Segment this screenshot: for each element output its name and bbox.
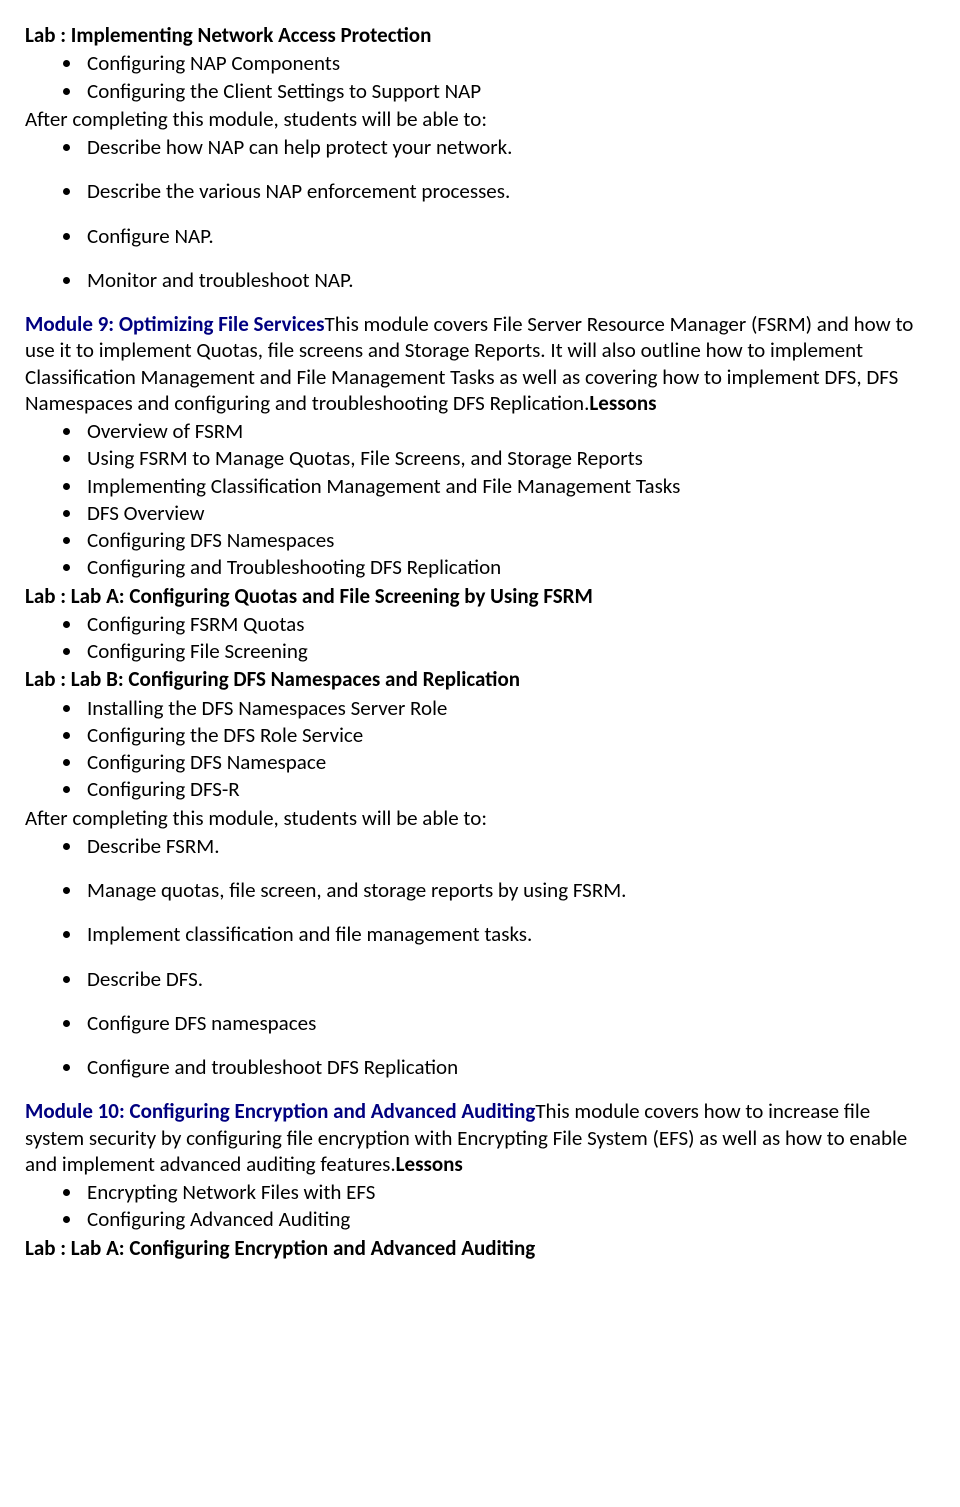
module9-labB-title: Lab : Lab B: Configuring DFS Namespaces …: [25, 666, 930, 692]
list-item: Configuring the DFS Role Service: [83, 722, 930, 748]
list-item: Describe how NAP can help protect your n…: [83, 134, 930, 160]
module9-lessons-list: Overview of FSRM Using FSRM to Manage Qu…: [25, 418, 930, 581]
list-item: Configure NAP.: [83, 223, 930, 249]
lessons-label: Lessons: [396, 1151, 463, 1177]
module9-after-text: After completing this module, students w…: [25, 805, 930, 831]
module10-lessons-list: Encrypting Network Files with EFS Config…: [25, 1179, 930, 1233]
lab-items-list: Configuring NAP Components Configuring t…: [25, 50, 930, 104]
list-item: DFS Overview: [83, 500, 930, 526]
list-item: Configuring File Screening: [83, 638, 930, 664]
list-item: Using FSRM to Manage Quotas, File Screen…: [83, 445, 930, 471]
list-item: Configure and troubleshoot DFS Replicati…: [83, 1054, 930, 1080]
list-item: Overview of FSRM: [83, 418, 930, 444]
list-item: Configuring DFS-R: [83, 776, 930, 802]
list-item: Encrypting Network Files with EFS: [83, 1179, 930, 1205]
list-item: Implementing Classification Management a…: [83, 473, 930, 499]
outcomes-list: Describe how NAP can help protect your n…: [25, 134, 930, 293]
module9-outcomes-list: Describe FSRM. Manage quotas, file scree…: [25, 833, 930, 1081]
list-item: Configuring and Troubleshooting DFS Repl…: [83, 554, 930, 580]
list-item: Configuring NAP Components: [83, 50, 930, 76]
list-item: Configuring FSRM Quotas: [83, 611, 930, 637]
lessons-label: Lessons: [589, 390, 656, 416]
lab-title: Lab : Implementing Network Access Protec…: [25, 22, 930, 48]
list-item: Configuring DFS Namespace: [83, 749, 930, 775]
module9-labA-title: Lab : Lab A: Configuring Quotas and File…: [25, 583, 930, 609]
module10-labA-title: Lab : Lab A: Configuring Encryption and …: [25, 1235, 930, 1261]
list-item: Configuring Advanced Auditing: [83, 1206, 930, 1232]
list-item: Manage quotas, file screen, and storage …: [83, 877, 930, 903]
list-item: Configuring DFS Namespaces: [83, 527, 930, 553]
list-item: Configuring the Client Settings to Suppo…: [83, 78, 930, 104]
module9-labB-list: Installing the DFS Namespaces Server Rol…: [25, 695, 930, 803]
list-item: Installing the DFS Namespaces Server Rol…: [83, 695, 930, 721]
after-completing-text: After completing this module, students w…: [25, 106, 930, 132]
module9-labA-list: Configuring FSRM Quotas Configuring File…: [25, 611, 930, 665]
module9-intro: Module 9: Optimizing File ServicesThis m…: [25, 311, 930, 416]
module10-title: Module 10: Configuring Encryption and Ad…: [25, 1098, 535, 1124]
module9-title: Module 9: Optimizing File Services: [25, 311, 325, 337]
list-item: Describe the various NAP enforcement pro…: [83, 178, 930, 204]
list-item: Describe FSRM.: [83, 833, 930, 859]
module10-intro: Module 10: Configuring Encryption and Ad…: [25, 1098, 930, 1177]
list-item: Implement classification and file manage…: [83, 921, 930, 947]
list-item: Monitor and troubleshoot NAP.: [83, 267, 930, 293]
list-item: Describe DFS.: [83, 966, 930, 992]
list-item: Configure DFS namespaces: [83, 1010, 930, 1036]
